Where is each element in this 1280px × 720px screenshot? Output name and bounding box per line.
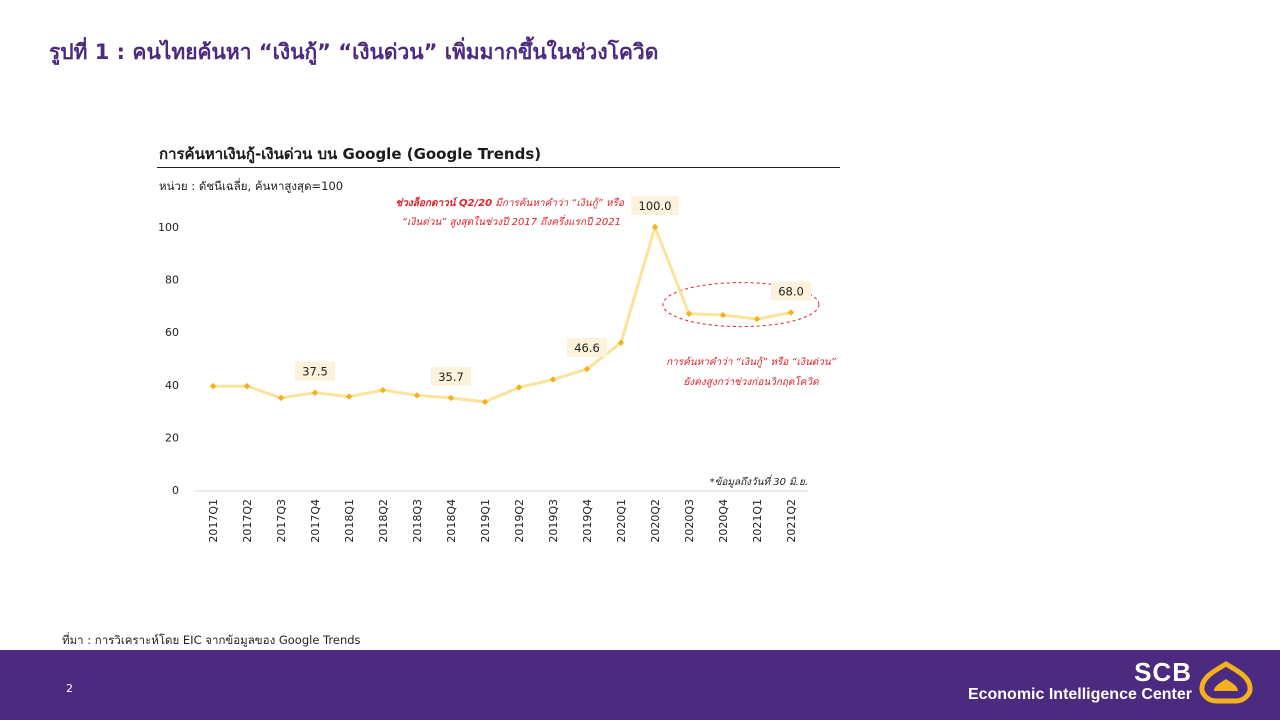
x-tick-label: 2018Q4: [445, 499, 458, 543]
x-tick-label: 2018Q1: [343, 499, 356, 543]
x-tick-label: 2019Q4: [581, 499, 594, 543]
y-tick-label: 20: [165, 431, 179, 444]
highlight-ellipse: [662, 282, 820, 328]
brand-subtitle: Economic Intelligence Center: [967, 686, 1192, 703]
data-point: [617, 339, 625, 346]
data-point: [413, 392, 421, 399]
x-tick-label: 2018Q3: [411, 499, 424, 543]
x-tick-label: 2021Q2: [785, 499, 798, 543]
page-number: 2: [66, 682, 73, 695]
data-point: [787, 309, 795, 316]
data-point: [685, 310, 693, 317]
x-tick-label: 2017Q3: [275, 499, 288, 543]
x-tick-label: 2017Q4: [309, 499, 322, 543]
recent-annotation-line1: การค้นหาคำว่า “เงินกู้” หรือ “เงินด่วน”: [666, 356, 837, 368]
x-tick-label: 2021Q1: [751, 499, 764, 543]
y-tick-label: 60: [165, 326, 179, 339]
data-label: 46.6: [574, 341, 600, 355]
data-point: [481, 398, 489, 406]
data-point: [583, 365, 591, 373]
data-point: [447, 394, 455, 402]
data-point: [243, 382, 251, 390]
slide-title: รูปที่ 1 : คนไทยค้นหา “เงินกู้” “เงินด่ว…: [49, 40, 659, 64]
y-tick-label: 100: [158, 221, 179, 234]
scb-logo-icon: [1199, 661, 1253, 704]
chart-title: การค้นหาเงินกู้-เงินด่วน บน Google (Goog…: [159, 145, 542, 163]
data-point: [345, 393, 353, 400]
data-label: 37.5: [302, 365, 328, 379]
x-tick-label: 2019Q1: [479, 499, 492, 543]
data-point: [549, 376, 557, 383]
data-label: 35.7: [438, 370, 464, 384]
source-note: ที่มา : การวิเคราะห์โดย EIC จากข้อมูลของ…: [62, 633, 361, 647]
x-tick-label: 2019Q3: [547, 499, 560, 543]
y-tick-label: 0: [172, 484, 179, 497]
data-label-box: [295, 361, 335, 381]
data-footnote: *ข้อมูลถึงวันที่ 30 มิ.ย.: [710, 474, 808, 488]
data-point: [753, 315, 761, 323]
data-point: [277, 394, 285, 402]
chart-annotations: ช่วงล็อกดาวน์ Q2/20 มีการค้นหาคำว่า “เงิ…: [395, 196, 836, 488]
chart-unit-label: หน่วย : ดัชนีเฉลี่ย, ค้นหาสูงสุด=100: [159, 179, 344, 193]
lockdown-annotation-line1: ช่วงล็อกดาวน์ Q2/20 มีการค้นหาคำว่า “เงิ…: [395, 196, 624, 209]
y-tick-label: 40: [165, 379, 179, 392]
data-point: [311, 389, 319, 396]
data-label-box: [567, 338, 607, 358]
y-tick-label: 80: [165, 274, 179, 287]
x-tick-label: 2017Q2: [241, 499, 254, 543]
data-label: 100.0: [639, 199, 672, 213]
x-tick-label: 2020Q2: [649, 499, 662, 543]
x-tick-label: 2020Q1: [615, 499, 628, 543]
y-axis: 0 20 40 60 80 100: [158, 221, 179, 497]
series-layer: [209, 223, 795, 406]
series-line: [213, 225, 792, 404]
recent-annotation-line2: ยังคงสูงกว่าช่วงก่อนวิกฤตโควิด: [683, 376, 819, 388]
x-tick-label: 2020Q3: [683, 499, 696, 543]
data-label-box: [431, 366, 471, 386]
data-point: [719, 311, 727, 319]
x-tick-label: 2017Q1: [207, 499, 220, 543]
data-point: [209, 382, 217, 390]
data-point: [515, 384, 523, 391]
x-tick-label: 2020Q4: [717, 499, 730, 543]
x-tick-label: 2018Q2: [377, 499, 390, 543]
chart-title-divider: [157, 167, 840, 168]
lockdown-annotation-rest: มีการค้นหาคำว่า “เงินกู้” หรือ: [492, 197, 625, 209]
footer-bar: [0, 650, 1280, 720]
x-tick-label: 2019Q2: [513, 499, 526, 543]
data-label-box: [771, 281, 811, 301]
brand-name: SCB: [1134, 657, 1192, 687]
data-label-box: [631, 196, 679, 215]
data-labels-layer: 37.5 35.7 46.6 100.0 68.0: [295, 196, 811, 386]
x-axis: 2017Q1 2017Q2 2017Q3 2017Q4 2018Q1 2018Q2 2018…: [195, 490, 808, 543]
lockdown-annotation-bold: ช่วงล็อกดาวน์ Q2/20: [395, 196, 492, 209]
data-point: [379, 386, 387, 394]
data-point: [651, 223, 659, 231]
lockdown-annotation-line2: “เงินด่วน” สูงสุดในช่วงปี 2017 ถึงครึ่งแ…: [402, 214, 621, 228]
data-label: 68.0: [778, 284, 804, 298]
